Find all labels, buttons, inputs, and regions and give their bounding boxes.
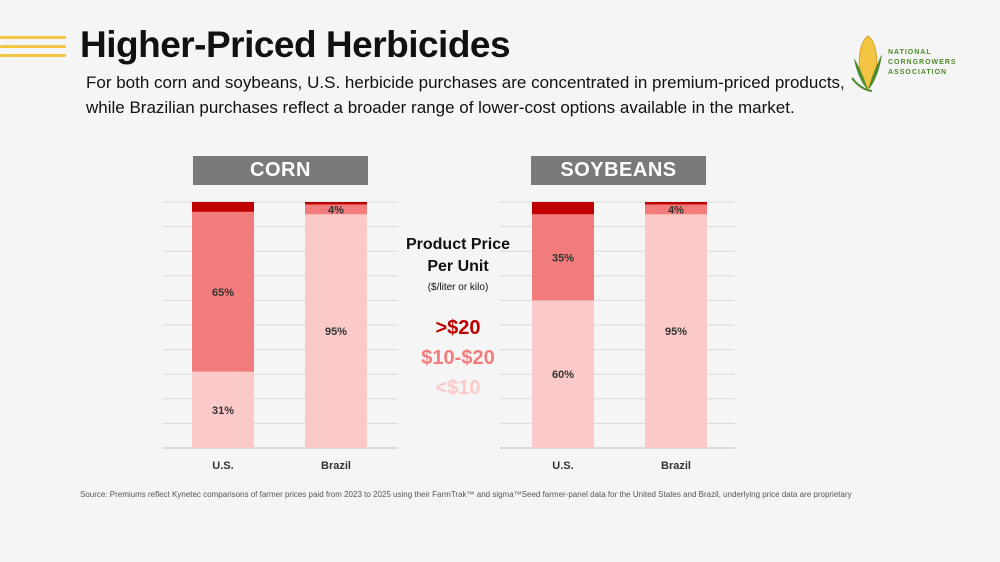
bar-segment [192,202,254,212]
logo-wordmark: NATIONAL CORNGROWERS ASSOCIATION [888,49,957,76]
legend-title: Product Price Per Unit [405,236,511,275]
legend-item-high: >$20 [435,317,481,339]
data-label: 4% [328,204,344,216]
data-label: 35% [552,252,574,264]
data-label: 31% [212,405,234,417]
bar-segment [645,214,707,448]
x-tick-label: Brazil [661,460,691,472]
bar-segment [532,300,594,448]
data-label: 95% [325,326,347,338]
bar-segment [532,214,594,301]
legend-item-mid: $10-$20 [421,347,495,369]
data-label: 60% [552,369,574,381]
page-title: Higher-Priced Herbicides [80,24,511,65]
bar-segment [532,202,594,215]
data-label: 65% [212,287,234,299]
bar-segment [305,214,367,448]
price-legend: Product Price Per Unit ($/liter or kilo)… [376,234,540,403]
title-decoration [0,36,66,63]
bar-segment [645,204,707,215]
x-tick-label: U.S. [212,460,233,472]
corn-logo-icon [851,35,882,92]
bar-segment [645,202,707,205]
bar-segment [192,211,254,372]
soybeans-chart-title: SOYBEANS [531,156,706,185]
bar-segment [305,202,367,205]
x-tick-label: U.S. [552,460,573,472]
source-note: Source: Premiums reflect Kynetec compari… [80,490,852,499]
data-label: 4% [668,204,684,216]
data-label: 95% [665,326,687,338]
bar-segment [192,371,254,448]
bar-segment [305,204,367,215]
corn-chart-title: CORN [193,156,368,185]
x-tick-label: Brazil [321,460,351,472]
legend-subtitle: ($/liter or kilo) [427,282,489,293]
legend-item-low: <$10 [435,377,481,399]
page-subtitle: For both corn and soybeans, U.S. herbici… [86,73,845,117]
